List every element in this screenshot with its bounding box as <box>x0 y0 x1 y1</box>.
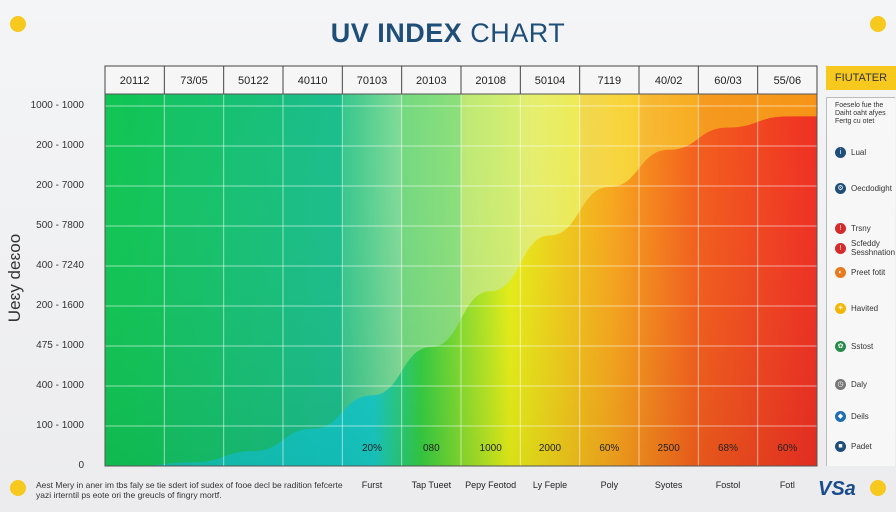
legend-item: ☀ Havited <box>835 300 896 316</box>
x-tick-label: Fotl <box>780 480 795 490</box>
legend-note: Foeselo fue the Daiht oaht afyes Fertg c… <box>835 102 886 125</box>
corner-dot-icon <box>870 16 886 32</box>
category-label: 55/06 <box>774 75 802 87</box>
warning-icon: ! <box>835 242 846 254</box>
half-circle-icon: ◐ <box>835 266 846 278</box>
category-label: 73/05 <box>180 75 208 87</box>
legend-item: ■ Padet <box>835 438 896 454</box>
square-icon: ■ <box>835 440 846 452</box>
y-tick-label: 0 <box>78 460 84 471</box>
y-tick-label: 100 - 1000 <box>36 420 84 431</box>
data-value-label: 20% <box>362 443 382 454</box>
category-label: 40110 <box>298 75 328 87</box>
legend-header: FIUTATER <box>826 66 896 90</box>
category-label: 50122 <box>238 75 269 87</box>
category-label: 70103 <box>357 75 388 87</box>
legend-item: ✿ Sstost <box>835 338 896 354</box>
y-tick-label: 400 - 7240 <box>36 260 84 271</box>
category-label: 20112 <box>120 75 150 87</box>
drop-icon: ◆ <box>835 410 846 422</box>
legend-item: ◆ Deils <box>835 408 896 424</box>
data-value-label: 2000 <box>539 443 562 454</box>
legend-item: ⚙ Oecdodight <box>835 180 896 196</box>
info-icon: i <box>835 146 846 158</box>
y-tick-label: 475 - 1000 <box>36 340 84 351</box>
legend-item-label: Sstost <box>851 341 874 351</box>
legend-item: ! Trsny <box>835 220 896 236</box>
x-tick-label: Tap Tueet <box>412 480 452 490</box>
legend-item-label: Oecdodight <box>851 183 892 193</box>
data-value-label: 60% <box>777 443 797 454</box>
title-strong: UV INDEX <box>330 18 463 48</box>
corner-dot-icon <box>870 480 886 496</box>
data-value-label: 080 <box>423 443 440 454</box>
y-tick-label: 200 - 7000 <box>36 180 84 191</box>
category-label: 50104 <box>535 75 566 87</box>
category-label: 60/03 <box>714 75 742 87</box>
y-tick-label: 200 - 1600 <box>36 300 84 311</box>
settings-icon: ⚙ <box>835 182 846 194</box>
legend-item-label: Havited <box>851 303 879 313</box>
legend-item: i Lual <box>835 144 896 160</box>
corner-dot-icon <box>10 480 26 496</box>
corner-dot-icon <box>10 16 26 32</box>
data-value-label: 68% <box>718 443 738 454</box>
category-label: 7119 <box>598 75 622 87</box>
data-value-label: 1000 <box>480 443 503 454</box>
y-tick-label: 400 - 1000 <box>36 380 84 391</box>
legend-item-label: Deils <box>851 411 869 421</box>
sun-icon: ☀ <box>835 302 846 314</box>
x-tick-label: Poly <box>601 480 619 490</box>
plot-frame <box>104 93 818 467</box>
brand-logo: VSa <box>818 478 856 500</box>
y-tick-label: 200 - 1000 <box>36 140 84 151</box>
legend-item: ! Scfeddy Sesshnation <box>835 239 896 257</box>
legend-item-label: Lual <box>851 147 867 157</box>
legend-item: ◷ Daly <box>835 376 896 392</box>
legend-item-label: Scfeddy Sesshnation <box>851 239 896 257</box>
clock-icon: ◷ <box>835 378 846 390</box>
legend-item-label: Padet <box>851 441 872 451</box>
leaf-icon: ✿ <box>835 340 846 352</box>
legend: Foeselo fue the Daiht oaht afyes Fertg c… <box>826 97 895 466</box>
legend-item-label: Daly <box>851 379 868 389</box>
category-label: 20108 <box>475 75 506 87</box>
legend-item-label: Preet fotit <box>851 267 886 277</box>
category-label: 20103 <box>416 75 447 87</box>
x-tick-label: Syotes <box>655 480 683 490</box>
category-label: 40/02 <box>655 75 683 87</box>
page-title: UV INDEX CHART <box>0 18 896 49</box>
data-value-label: 60% <box>599 443 619 454</box>
title-rest: CHART <box>462 18 566 48</box>
x-tick-label: Fostol <box>716 480 741 490</box>
legend-item-label: Trsny <box>851 223 871 233</box>
legend-item: ◐ Preet fotit <box>835 264 896 280</box>
x-tick-label: Furst <box>362 480 383 490</box>
alert-icon: ! <box>835 222 846 234</box>
x-tick-label: Pepy Feotod <box>465 480 516 490</box>
y-tick-label: 1000 - 1000 <box>30 100 84 111</box>
x-tick-label: Ly Feple <box>533 480 567 490</box>
y-tick-label: 500 - 7800 <box>36 220 84 231</box>
data-value-label: 2500 <box>658 443 681 454</box>
footnote: Aest Mery in aner im tbs faly se tie sde… <box>36 480 343 500</box>
